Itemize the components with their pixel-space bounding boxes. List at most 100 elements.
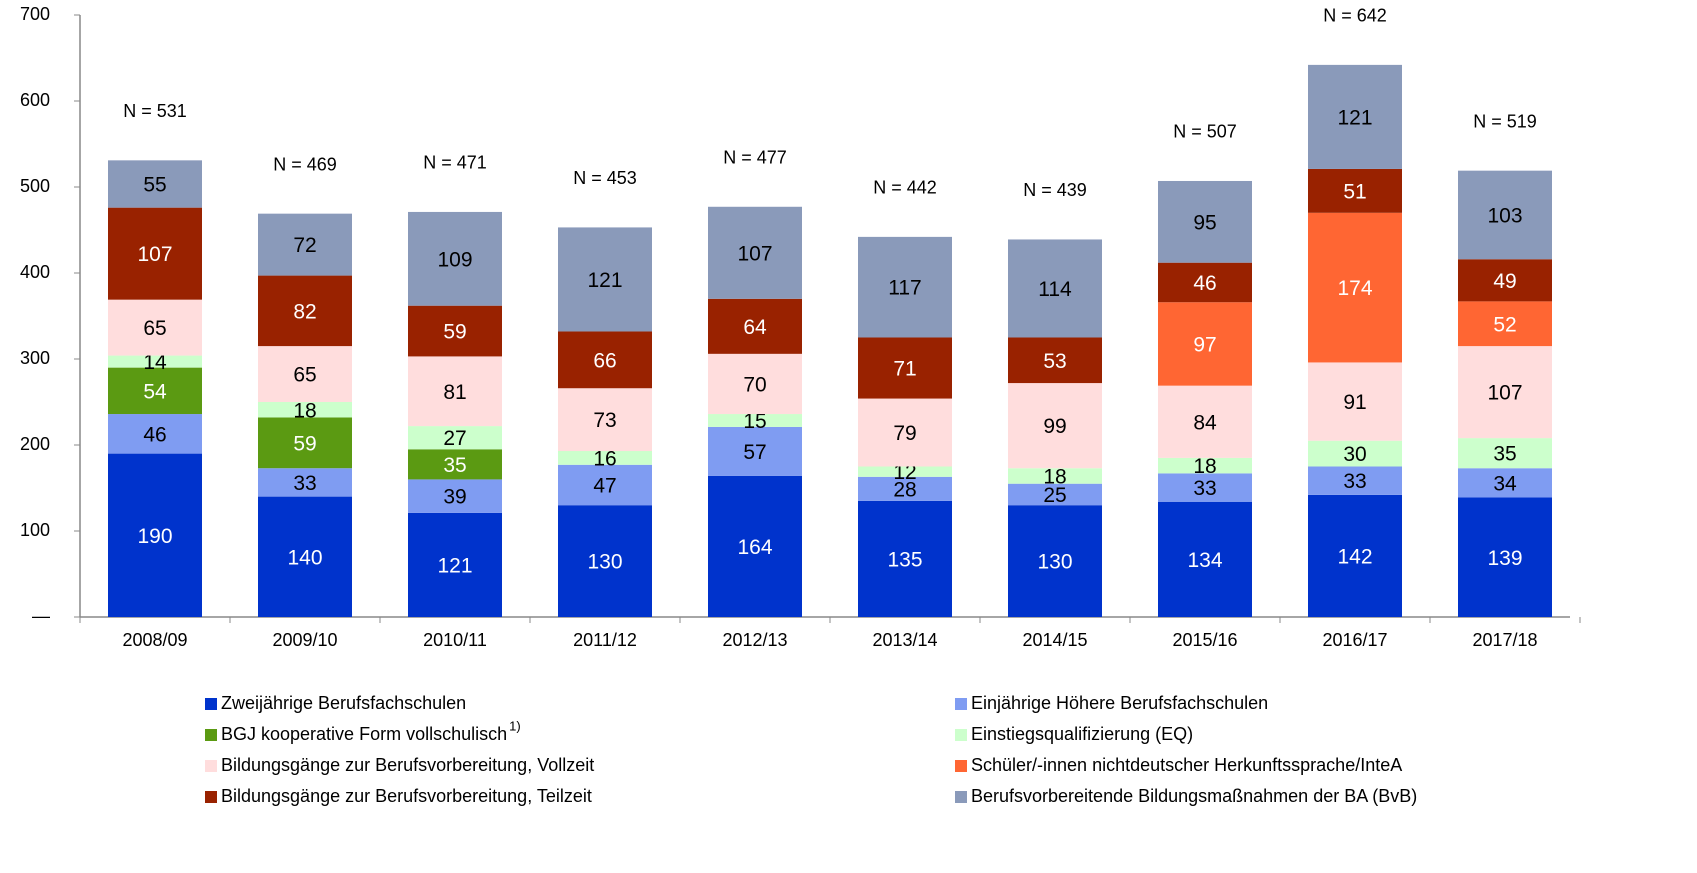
value-label: 140 — [287, 546, 322, 569]
value-label: 18 — [1043, 466, 1066, 489]
value-label: 27 — [443, 427, 466, 450]
total-label: N = 442 — [873, 178, 937, 198]
bar-segment — [708, 426, 802, 476]
value-label: 18 — [293, 399, 316, 422]
legend-label: Einjährige Höhere Berufsfachschulen — [971, 693, 1268, 713]
bar-segment — [858, 476, 952, 501]
legend-label: Berufsvorbereitende Bildungsmaßnahmen de… — [971, 786, 1417, 806]
y-tick-label: 500 — [20, 176, 50, 196]
bar-segment — [1458, 346, 1552, 439]
value-label: 28 — [893, 478, 916, 501]
bar-segment — [858, 337, 952, 399]
value-label: 71 — [893, 358, 916, 381]
bar-segment — [108, 160, 202, 208]
total-label: N = 469 — [273, 154, 337, 174]
value-label: 164 — [737, 536, 772, 559]
value-label: 65 — [293, 364, 316, 387]
total-label: N = 439 — [1023, 180, 1087, 200]
bar-segment — [708, 414, 802, 427]
bar-segment — [258, 346, 352, 402]
value-label: 25 — [1043, 484, 1066, 507]
bar-segment — [1008, 337, 1102, 384]
bar-segment — [858, 466, 952, 477]
y-tick-label: 600 — [20, 90, 50, 110]
bar-segment — [1458, 170, 1552, 260]
value-label: 97 — [1193, 333, 1216, 356]
total-label: N = 519 — [1473, 111, 1537, 131]
bar-segment — [108, 414, 202, 454]
value-label: 53 — [1043, 350, 1066, 373]
bar-segment — [108, 355, 202, 368]
value-label: 66 — [593, 349, 616, 372]
value-label: 47 — [593, 475, 616, 498]
legend-swatch — [955, 760, 967, 772]
value-label: 55 — [143, 174, 166, 197]
value-label: 109 — [437, 248, 472, 271]
value-label: 34 — [1493, 472, 1517, 495]
bar-segment — [558, 505, 652, 617]
bar-segment — [258, 496, 352, 617]
value-label: 84 — [1193, 411, 1217, 434]
value-label: 52 — [1493, 313, 1516, 336]
bar-segment — [108, 207, 202, 300]
x-tick-label: 2011/12 — [573, 630, 637, 650]
bar-segment — [558, 227, 652, 332]
total-label: N = 642 — [1323, 6, 1387, 26]
value-label: 39 — [443, 486, 466, 509]
bar-segment — [258, 417, 352, 469]
bar-segment — [558, 331, 652, 389]
bar-segment — [858, 500, 952, 617]
value-label: 14 — [143, 351, 167, 374]
x-tick-label: 2009/10 — [272, 630, 337, 650]
bar-segment — [408, 479, 502, 513]
bar-segment — [1308, 168, 1402, 213]
value-label: 33 — [1193, 477, 1216, 500]
legend-swatch — [205, 729, 217, 741]
x-tick-label: 2015/16 — [1172, 630, 1237, 650]
total-label: N = 531 — [123, 101, 187, 121]
bar-segment — [1158, 262, 1252, 303]
bar-segment — [1158, 473, 1252, 502]
y-tick-label: 300 — [20, 348, 50, 368]
value-label: 30 — [1343, 443, 1366, 466]
value-label: 79 — [893, 422, 916, 445]
value-label: 107 — [737, 242, 772, 265]
value-label: 57 — [743, 441, 766, 464]
value-label: 49 — [1493, 270, 1516, 293]
bar-segment — [258, 402, 352, 418]
bar-segment — [1308, 466, 1402, 495]
value-label: 117 — [888, 277, 921, 300]
bar-segment — [1308, 494, 1402, 617]
value-label: 46 — [143, 423, 166, 446]
value-label: 12 — [893, 461, 916, 484]
bar-segment — [408, 512, 502, 617]
value-label: 139 — [1487, 547, 1522, 570]
value-label: 82 — [293, 300, 316, 323]
value-label: 103 — [1487, 204, 1522, 227]
legend-swatch — [955, 729, 967, 741]
x-tick-label: 2014/15 — [1022, 630, 1087, 650]
value-label: 59 — [443, 321, 466, 344]
value-label: 64 — [743, 316, 767, 339]
total-label: N = 471 — [423, 153, 487, 173]
bar-segment — [1008, 383, 1102, 469]
value-label: 15 — [743, 410, 766, 433]
value-label: 95 — [1193, 211, 1216, 234]
bar-segment — [1458, 438, 1552, 469]
value-label: 65 — [143, 317, 166, 340]
value-label: 99 — [1043, 415, 1066, 438]
x-tick-label: 2008/09 — [122, 630, 187, 650]
bar-segment — [1308, 212, 1402, 363]
legend-swatch — [955, 791, 967, 803]
bar-segment — [408, 305, 502, 357]
y-tick-label: — — [32, 606, 50, 626]
value-label: 81 — [443, 381, 466, 404]
value-label: 121 — [1337, 106, 1372, 129]
value-label: 130 — [1037, 551, 1072, 574]
value-label: 114 — [1038, 278, 1072, 301]
legend-swatch — [955, 698, 967, 710]
y-tick-label: 100 — [20, 520, 50, 540]
legend-label: BGJ kooperative Form vollschulisch — [221, 724, 507, 744]
bar-segment — [1008, 483, 1102, 506]
